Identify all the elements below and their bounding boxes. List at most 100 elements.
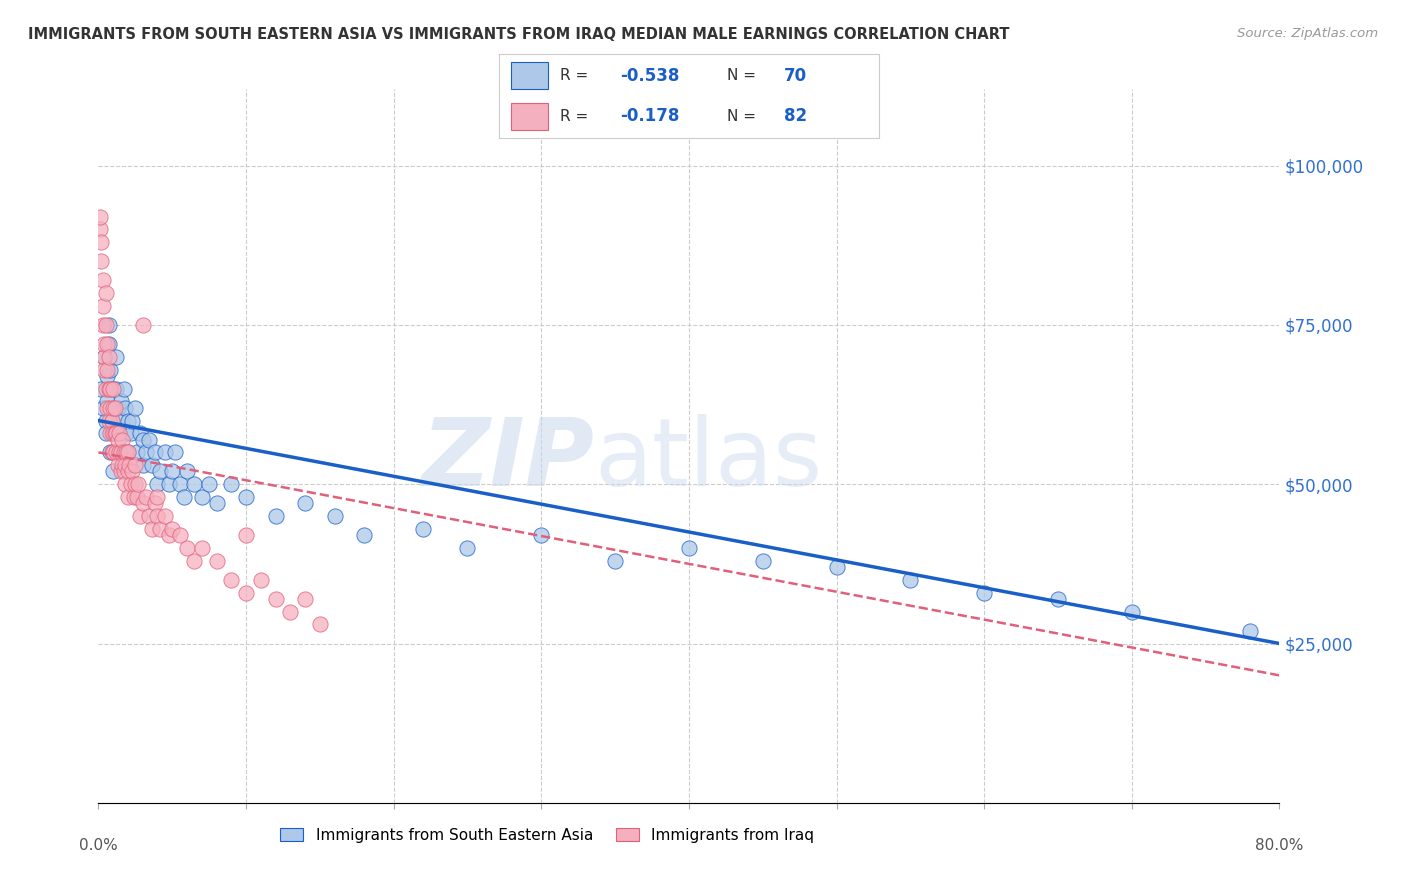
Point: [97, 337, 120, 351]
Point: [94, 318, 117, 332]
Point: [103, 382, 125, 396]
Text: IMMIGRANTS FROM SOUTH EASTERN ASIA VS IMMIGRANTS FROM IRAQ MEDIAN MALE EARNINGS : IMMIGRANTS FROM SOUTH EASTERN ASIA VS IM…: [28, 27, 1010, 42]
Point: [100, 413, 122, 427]
Point: [96, 401, 118, 415]
Point: [114, 458, 136, 472]
Point: [121, 413, 143, 427]
Point: [141, 458, 163, 472]
Point: [309, 617, 332, 632]
Point: [108, 445, 131, 459]
Point: [91, 273, 114, 287]
Point: [120, 477, 142, 491]
Point: [250, 573, 273, 587]
Point: [120, 426, 142, 441]
Point: [235, 528, 257, 542]
Point: [111, 413, 134, 427]
Point: [221, 477, 243, 491]
Point: [825, 560, 848, 574]
Point: [117, 465, 139, 479]
Point: [94, 286, 117, 301]
Text: 70: 70: [785, 67, 807, 85]
Point: [96, 362, 118, 376]
Point: [100, 426, 122, 441]
Point: [183, 554, 205, 568]
Point: [294, 591, 316, 606]
Text: Source: ZipAtlas.com: Source: ZipAtlas.com: [1237, 27, 1378, 40]
Text: N =: N =: [727, 68, 756, 83]
Point: [191, 490, 214, 504]
Point: [98, 382, 121, 396]
Point: [104, 401, 127, 415]
Point: [135, 490, 157, 504]
Point: [132, 458, 155, 472]
Point: [205, 554, 228, 568]
Point: [96, 394, 118, 409]
Point: [149, 465, 172, 479]
Text: -0.178: -0.178: [620, 107, 681, 125]
Point: [94, 426, 117, 441]
Point: [176, 541, 198, 555]
Point: [153, 445, 176, 459]
Point: [98, 401, 121, 415]
Point: [752, 554, 775, 568]
Point: [124, 401, 146, 415]
Point: [110, 465, 132, 479]
Point: [118, 458, 141, 472]
Point: [162, 465, 183, 479]
Point: [412, 522, 434, 536]
Point: [117, 445, 139, 459]
Point: [128, 509, 150, 524]
Point: [97, 382, 120, 396]
Point: [165, 445, 187, 459]
Point: [105, 382, 128, 396]
Point: [135, 445, 157, 459]
Point: [103, 445, 125, 459]
Point: [205, 496, 228, 510]
Point: [93, 350, 115, 364]
Point: [112, 382, 135, 396]
Point: [146, 509, 169, 524]
Point: [117, 490, 139, 504]
Point: [114, 477, 136, 491]
Text: -0.538: -0.538: [620, 67, 681, 85]
Point: [93, 350, 115, 364]
Point: [457, 541, 479, 555]
Point: [107, 458, 129, 472]
Text: atlas: atlas: [595, 414, 823, 507]
Point: [93, 362, 115, 376]
Point: [128, 426, 150, 441]
Point: [1239, 624, 1261, 638]
Point: [117, 445, 139, 459]
Point: [169, 477, 191, 491]
Point: [138, 433, 160, 447]
Point: [115, 445, 138, 459]
Point: [105, 445, 128, 459]
Point: [115, 426, 138, 441]
Point: [103, 426, 125, 441]
Point: [157, 477, 180, 491]
Point: [138, 509, 160, 524]
Point: [121, 465, 143, 479]
Point: [103, 465, 125, 479]
Point: [124, 458, 146, 472]
Point: [235, 490, 257, 504]
Point: [162, 522, 183, 536]
Point: [294, 496, 316, 510]
Point: [90, 382, 112, 396]
Point: [105, 426, 128, 441]
Point: [143, 496, 166, 510]
Point: [108, 426, 131, 441]
Point: [900, 573, 922, 587]
Point: [183, 477, 205, 491]
Point: [143, 445, 166, 459]
Point: [264, 591, 287, 606]
Point: [149, 522, 172, 536]
Point: [100, 413, 122, 427]
Point: [146, 477, 169, 491]
Point: [90, 235, 112, 249]
Point: [146, 490, 169, 504]
Text: 80.0%: 80.0%: [1256, 838, 1303, 853]
Point: [108, 426, 131, 441]
Point: [103, 382, 125, 396]
Point: [97, 318, 120, 332]
